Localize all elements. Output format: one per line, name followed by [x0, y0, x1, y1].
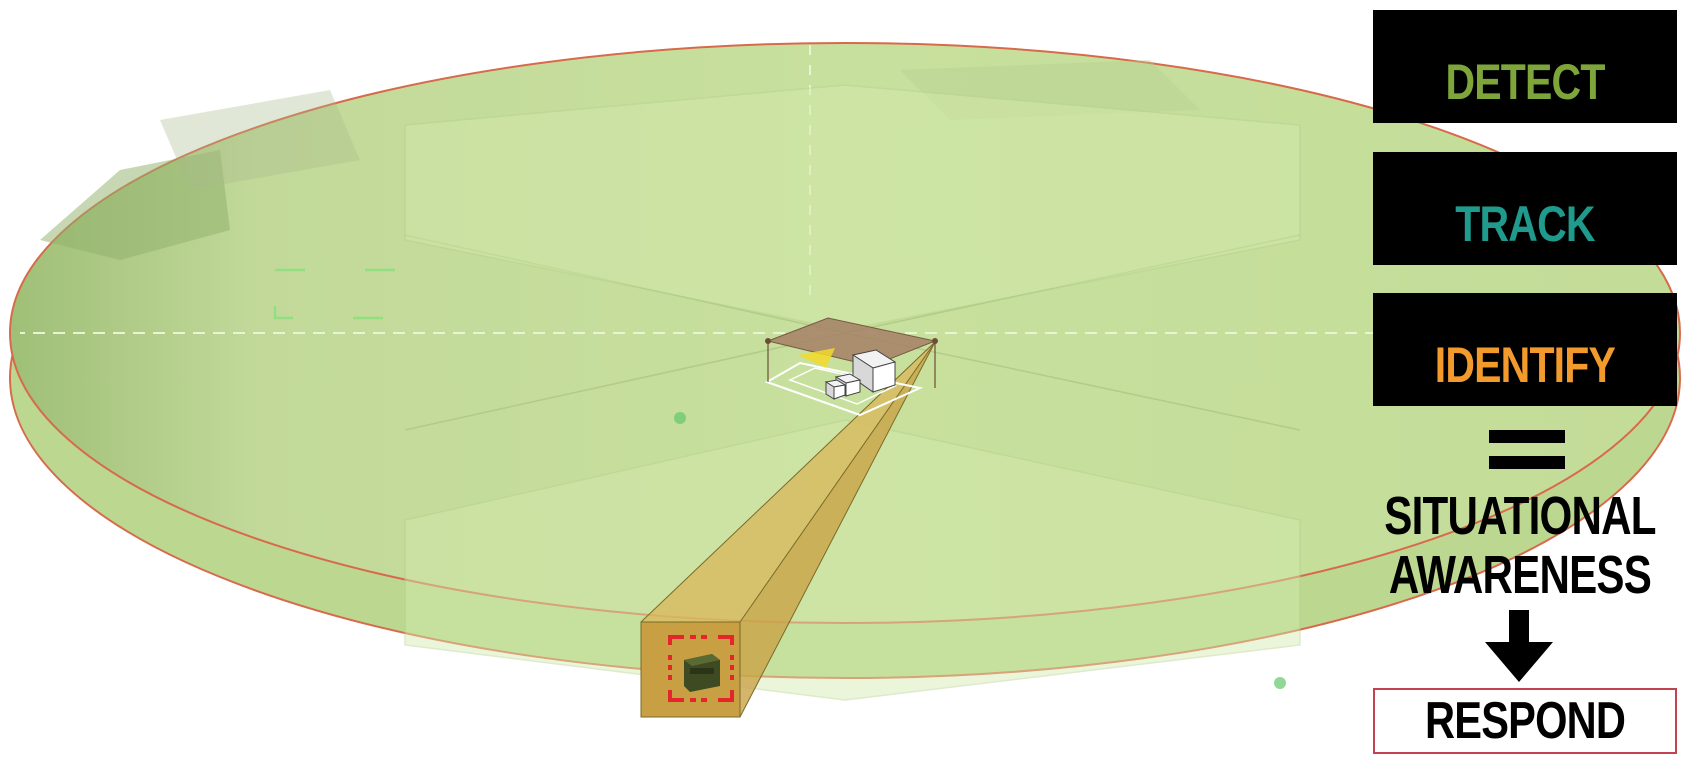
sensor-site [764, 317, 938, 417]
sensor-highlight [798, 348, 835, 368]
detect-label: DETECT [1445, 54, 1605, 110]
sector-volume-south [404, 419, 1301, 701]
farmland-patch [40, 150, 230, 260]
beam-edge [739, 341, 936, 718]
sector-line [404, 332, 846, 431]
identify-label: IDENTIFY [1434, 337, 1616, 393]
situational-awareness-line2: AWARENESS [1388, 545, 1652, 605]
terrain-patch [900, 60, 1200, 120]
beam-edge [640, 341, 936, 623]
detection-blip [1274, 677, 1286, 689]
detect-step: DETECT [1373, 10, 1677, 123]
equals-sign-bar [1489, 456, 1565, 469]
respond-box: RESPOND [1373, 688, 1677, 754]
camera-beam [640, 341, 936, 718]
sector-line [844, 332, 1301, 431]
sector-volume-north [404, 84, 1301, 331]
identify-step: IDENTIFY [1373, 293, 1677, 406]
target-marker [668, 635, 734, 702]
situational-awareness-line1: SITUATIONAL [1384, 486, 1656, 546]
respond-label: RESPOND [1424, 692, 1626, 750]
site-building [824, 379, 847, 400]
sector-line [844, 234, 1301, 334]
site-corner [765, 338, 771, 344]
beam-edge [739, 341, 936, 623]
arrow-down-icon [1485, 610, 1553, 682]
site-building [851, 349, 897, 393]
equals-sign-bar [1489, 430, 1565, 443]
detection-blip [674, 412, 686, 424]
site-platform [764, 361, 924, 417]
sector-line [404, 234, 846, 334]
track-step: TRACK [1373, 152, 1677, 265]
track-label: TRACK [1455, 196, 1595, 252]
site-corner [932, 338, 938, 344]
terrain-patch [160, 90, 360, 190]
target-vehicle [684, 654, 720, 692]
